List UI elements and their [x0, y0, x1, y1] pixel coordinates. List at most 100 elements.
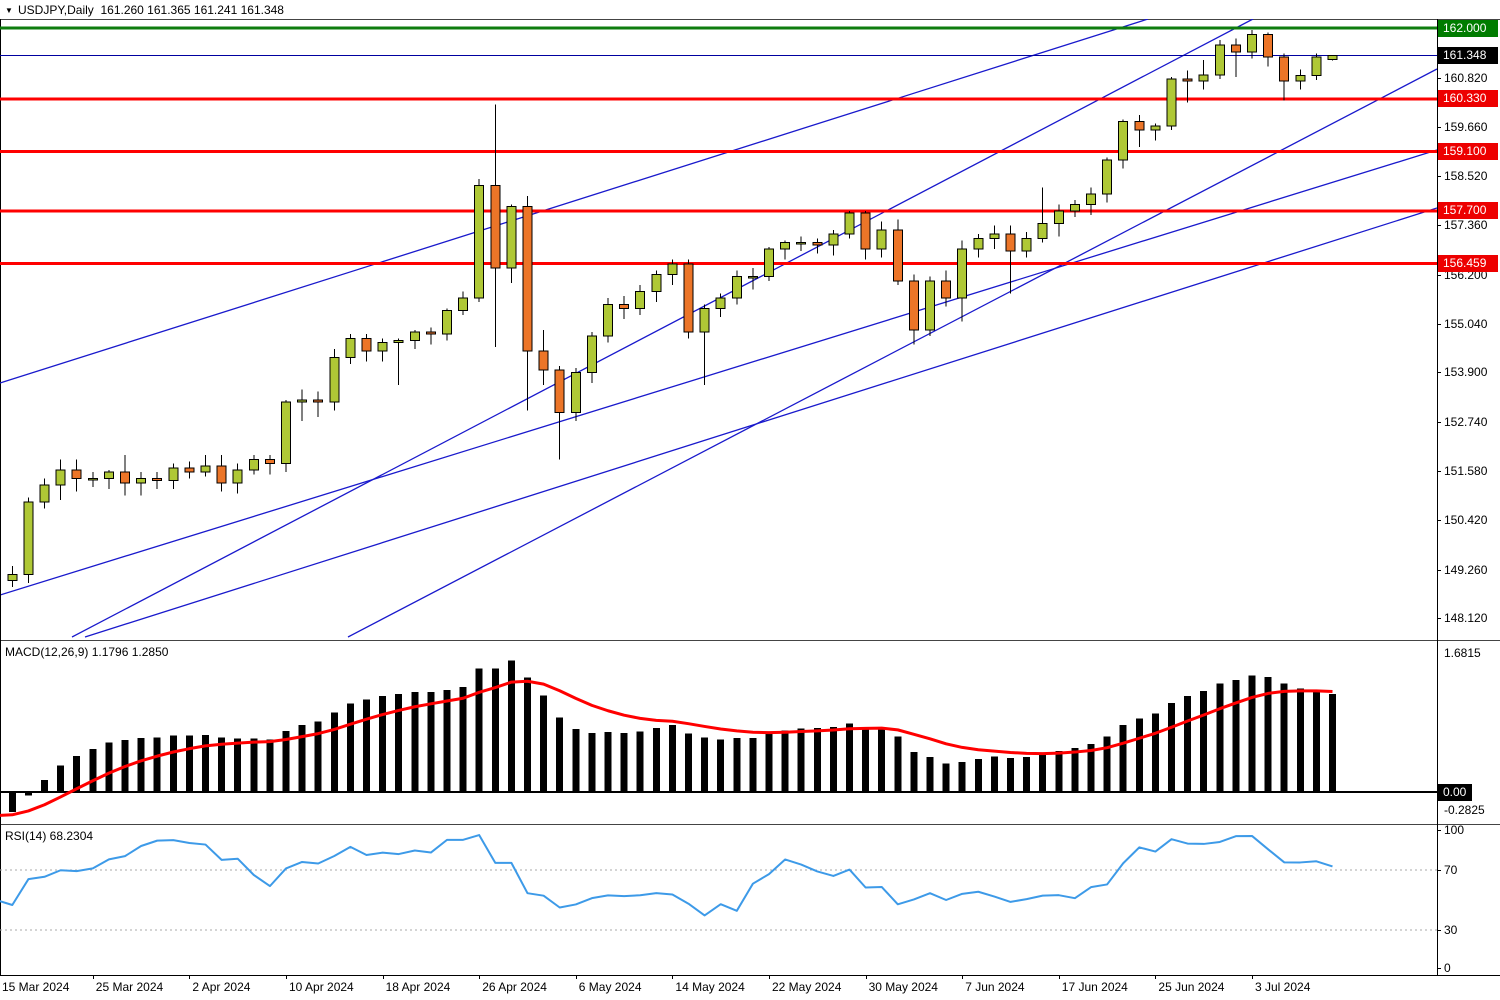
bull-candle[interactable]	[731, 276, 742, 299]
trendline[interactable]	[71, 19, 1254, 638]
bull-candle[interactable]	[989, 233, 1000, 239]
rsi-indicator-chart[interactable]	[0, 824, 1437, 975]
bull-candle[interactable]	[1311, 56, 1322, 77]
bull-candle[interactable]	[1327, 55, 1338, 60]
bull-candle[interactable]	[87, 478, 98, 481]
bull-candle[interactable]	[39, 484, 50, 503]
bull-candle[interactable]	[1247, 33, 1257, 53]
date-axis-label[interactable]: 7 Jun 2024	[965, 980, 1025, 994]
bull-candle[interactable]	[1198, 74, 1209, 82]
bull-candle[interactable]	[1118, 121, 1129, 161]
bull-candle[interactable]	[1102, 159, 1113, 195]
bull-candle[interactable]	[764, 248, 774, 278]
bull-candle[interactable]	[103, 471, 114, 480]
main-price-chart[interactable]	[0, 19, 1437, 640]
bear-candle[interactable]	[490, 184, 501, 269]
bear-candle[interactable]	[120, 471, 130, 484]
bear-candle[interactable]	[1230, 44, 1241, 53]
bull-candle[interactable]	[1150, 125, 1161, 131]
date-axis-label[interactable]: 25 Mar 2024	[95, 980, 164, 994]
bull-candle[interactable]	[828, 233, 839, 246]
bear-candle[interactable]	[1263, 33, 1274, 58]
trendline[interactable]	[0, 19, 1149, 384]
bull-candle[interactable]	[796, 242, 807, 245]
bull-candle[interactable]	[458, 297, 469, 312]
bull-candle[interactable]	[957, 248, 968, 299]
bear-candle[interactable]	[619, 303, 630, 310]
bear-candle[interactable]	[522, 206, 533, 352]
bull-candle[interactable]	[248, 458, 259, 471]
bull-candle[interactable]	[667, 263, 678, 276]
bull-candle[interactable]	[0, 580, 2, 611]
bear-candle[interactable]	[216, 465, 227, 484]
bear-candle[interactable]	[538, 350, 549, 371]
bull-candle[interactable]	[844, 212, 855, 235]
bull-candle[interactable]	[442, 310, 452, 335]
date-axis-label[interactable]: 10 Apr 2024	[289, 980, 354, 994]
bull-candle[interactable]	[55, 469, 66, 486]
macd-indicator-chart[interactable]	[0, 640, 1437, 824]
date-axis-label[interactable]: 26 Apr 2024	[482, 980, 547, 994]
bear-candle[interactable]	[1134, 121, 1145, 131]
date-axis-label[interactable]: 15 Mar 2024	[2, 980, 70, 994]
symbol-dropdown-icon[interactable]: ▼	[5, 6, 13, 15]
bull-candle[interactable]	[780, 242, 791, 250]
bull-candle[interactable]	[506, 206, 517, 269]
bull-candle[interactable]	[1295, 75, 1306, 82]
bear-candle[interactable]	[71, 469, 82, 480]
bull-candle[interactable]	[297, 399, 308, 403]
bull-candle[interactable]	[973, 237, 984, 250]
date-axis-label[interactable]: 30 May 2024	[868, 980, 938, 994]
bull-candle[interactable]	[1069, 203, 1080, 212]
bear-candle[interactable]	[860, 212, 871, 250]
bull-candle[interactable]	[635, 291, 646, 310]
bull-candle[interactable]	[377, 342, 388, 352]
bull-candle[interactable]	[136, 478, 147, 484]
bear-candle[interactable]	[812, 242, 823, 246]
bear-candle[interactable]	[264, 458, 275, 465]
bull-candle[interactable]	[409, 331, 420, 341]
bear-candle[interactable]	[1182, 78, 1193, 82]
bear-candle[interactable]	[425, 331, 436, 335]
bull-candle[interactable]	[651, 274, 662, 293]
bull-candle[interactable]	[699, 308, 710, 333]
bull-candle[interactable]	[345, 337, 356, 358]
date-axis-label[interactable]: 25 Jun 2024	[1158, 980, 1225, 994]
bull-candle[interactable]	[23, 501, 34, 575]
bear-candle[interactable]	[892, 229, 903, 282]
bull-candle[interactable]	[747, 276, 758, 279]
bear-candle[interactable]	[361, 337, 372, 352]
bull-candle[interactable]	[474, 184, 485, 299]
bear-candle[interactable]	[908, 280, 919, 331]
bull-candle[interactable]	[1021, 237, 1032, 252]
date-axis-label[interactable]: 18 Apr 2024	[385, 980, 451, 994]
trendline[interactable]	[0, 149, 1437, 596]
bear-candle[interactable]	[152, 478, 163, 482]
bull-candle[interactable]	[200, 465, 211, 473]
bull-candle[interactable]	[1086, 193, 1096, 205]
bull-candle[interactable]	[603, 303, 613, 337]
trendline[interactable]	[347, 68, 1437, 638]
bull-candle[interactable]	[570, 371, 581, 414]
bull-candle[interactable]	[925, 280, 935, 331]
bear-candle[interactable]	[941, 280, 952, 299]
bull-candle[interactable]	[168, 467, 179, 482]
date-axis-label[interactable]: 17 Jun 2024	[1061, 980, 1128, 994]
bull-candle[interactable]	[281, 401, 291, 465]
bull-candle[interactable]	[1214, 44, 1225, 76]
bull-candle[interactable]	[329, 356, 340, 403]
bull-candle[interactable]	[232, 469, 243, 484]
bear-candle[interactable]	[313, 399, 324, 403]
bull-candle[interactable]	[1037, 223, 1048, 239]
bull-candle[interactable]	[1053, 210, 1064, 225]
bear-candle[interactable]	[184, 467, 195, 473]
bull-candle[interactable]	[1166, 78, 1177, 127]
bull-candle[interactable]	[586, 335, 597, 373]
bear-candle[interactable]	[683, 263, 694, 333]
bull-candle[interactable]	[876, 229, 887, 250]
date-axis-label[interactable]: 22 May 2024	[772, 980, 842, 994]
bear-candle[interactable]	[1005, 233, 1016, 252]
bull-candle[interactable]	[715, 297, 726, 310]
date-axis-label[interactable]: 3 Jul 2024	[1255, 980, 1311, 994]
bear-candle[interactable]	[1279, 56, 1290, 82]
